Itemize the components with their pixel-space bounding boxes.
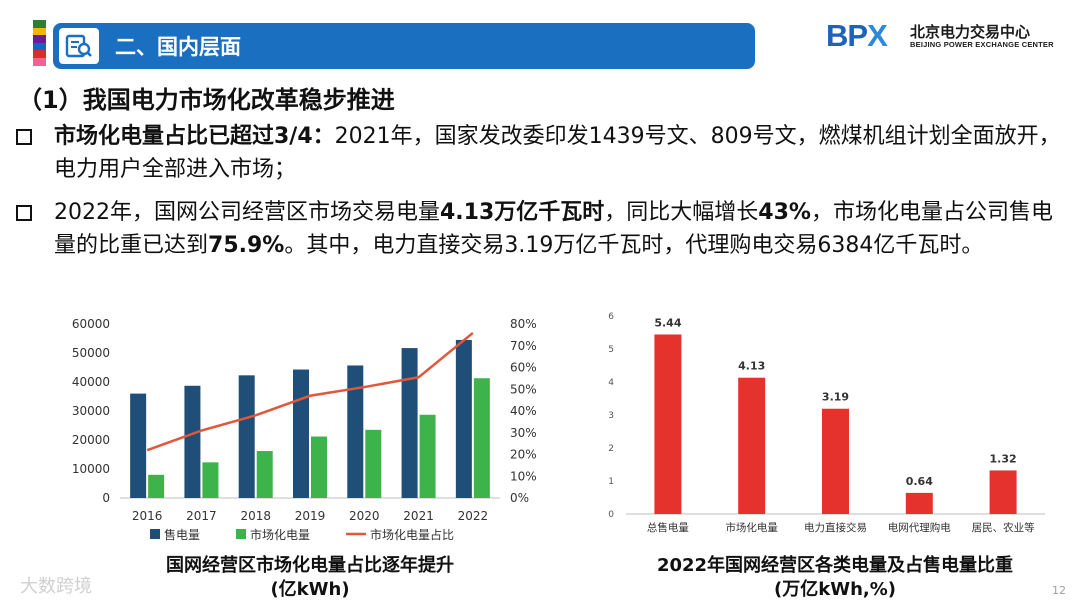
x-axis-tick-label: 2016 (132, 509, 163, 523)
watermark: 大数跨境 (20, 576, 92, 597)
right-axis-tick-label: 20% (510, 448, 537, 462)
y-axis-tick-label: 6 (608, 312, 614, 322)
section-title: 二、国内层面 (115, 35, 241, 59)
x-axis-tick-label: 2020 (349, 509, 380, 523)
x-axis-tick-label: 居民、农业等 (972, 521, 1035, 534)
market-bar (202, 462, 219, 498)
color-strip-segment (33, 35, 46, 43)
x-axis-tick-label: 2018 (240, 509, 271, 523)
sales-bar (130, 393, 147, 498)
x-axis-tick-label: 2021 (403, 509, 434, 523)
chart2-caption: 2022年国网经营区各类电量及占售电量比重 (万亿kWh,%) (656, 555, 1014, 600)
logo-name-cn: 北京电力交易中心 (910, 23, 1031, 41)
sales-bar (184, 385, 201, 498)
category-bar (738, 377, 766, 514)
color-strip-segment (33, 57, 46, 66)
legend-label: 市场化电量 (250, 527, 310, 542)
market-bar (311, 436, 327, 498)
legend-swatch (150, 529, 160, 539)
bar-value-label: 0.64 (906, 475, 933, 488)
x-axis-tick-label: 2019 (295, 509, 326, 523)
bar-value-label: 3.19 (822, 391, 849, 404)
bar-value-label: 1.32 (990, 452, 1017, 465)
bpx-logo: BPX 北京电力交易中心 BEIJING POWER EXCHANGE CENT… (826, 18, 1066, 54)
sales-bar (455, 339, 472, 498)
market-bar (473, 378, 490, 498)
chart1-caption: 国网经营区市场化电量占比逐年提升 (亿kWh) (166, 555, 454, 600)
y-axis-tick-label: 3 (608, 411, 614, 421)
bullet-text: 2022年，国网公司经营区市场交易电量4.13万亿千瓦时，同比大幅增长43%，市… (54, 200, 1053, 258)
category-bar (989, 470, 1017, 514)
electricity-category-bar-chart: 0 1 2 3 4 5 6 5.44 总售电量 4.13 市场化电量 3.19 电力直接交易 0.64 电网… (608, 312, 1045, 534)
left-axis-tick-label: 50000 (72, 346, 110, 360)
category-bar (654, 334, 682, 514)
left-axis-tick-label: 0 (102, 491, 110, 505)
right-axis-tick-label: 70% (510, 339, 537, 353)
section-title-bar: 二、国内层面 (53, 23, 755, 69)
bullet-square-icon (16, 129, 32, 145)
left-axis-tick-label: 60000 (72, 317, 110, 331)
sales-bar (238, 375, 255, 498)
x-axis-tick-label: 电网代理购电 (888, 521, 951, 534)
sales-bar (293, 369, 309, 498)
sales-bar (347, 365, 364, 498)
market-bar (148, 474, 165, 498)
left-axis-tick-label: 10000 (72, 462, 110, 476)
market-bar (419, 414, 436, 498)
bullet-square-icon (16, 205, 32, 221)
y-axis-tick-label: 0 (608, 510, 614, 520)
category-bar (822, 408, 849, 514)
share-line (146, 331, 474, 452)
sales-bar (401, 348, 418, 498)
category-bar (905, 492, 933, 514)
right-axis-tick-label: 40% (510, 404, 537, 418)
logo-mark: BPX (826, 18, 888, 53)
y-axis-tick-label: 2 (608, 444, 614, 454)
right-axis-tick-label: 80% (510, 317, 537, 331)
legend-label: 市场化电量占比 (370, 527, 454, 542)
color-strip-segment (33, 42, 46, 51)
y-axis-tick-label: 5 (608, 345, 614, 355)
left-axis-tick-label: 30000 (72, 404, 110, 418)
right-axis-tick-label: 0% (510, 491, 529, 505)
right-axis-tick-label: 50% (510, 382, 537, 396)
x-axis-tick-label: 总售电量 (647, 521, 689, 534)
legend-swatch (236, 529, 246, 539)
y-axis-tick-label: 1 (608, 477, 614, 487)
color-strip-segment (33, 27, 46, 36)
bullet-text: 市场化电量占比已超过3/4：2021年，国家发改委印发1439号文、809号文，… (54, 124, 1061, 182)
subheading: （1）我国电力市场化改革稳步推进 (18, 86, 395, 114)
left-axis-tick-label: 40000 (72, 375, 110, 389)
market-share-combo-chart: 0 10000 20000 30000 40000 50000 60000 0% 10% 20% 3… (72, 317, 537, 542)
color-strip-segment (33, 20, 46, 28)
document-search-icon (59, 28, 99, 64)
x-axis-tick-label: 电力直接交易 (804, 521, 867, 534)
x-axis-tick-label: 2022 (458, 509, 489, 523)
right-axis-tick-label: 10% (510, 469, 537, 483)
left-axis-tick-label: 20000 (72, 433, 110, 447)
market-bar (256, 451, 273, 498)
y-axis-tick-label: 4 (608, 378, 614, 388)
logo-name-en: BEIJING POWER EXCHANGE CENTER (910, 40, 1054, 49)
legend-label: 售电量 (164, 527, 200, 542)
page-number: 12 (1052, 584, 1066, 597)
right-axis-tick-label: 30% (510, 426, 537, 440)
right-axis-tick-label: 60% (510, 361, 537, 375)
bar-value-label: 4.13 (738, 360, 765, 373)
x-axis-tick-label: 市场化电量 (725, 521, 778, 534)
bar-value-label: 5.44 (654, 316, 681, 329)
color-strip-segment (33, 50, 46, 58)
market-bar (365, 429, 382, 498)
x-axis-tick-label: 2017 (186, 509, 217, 523)
